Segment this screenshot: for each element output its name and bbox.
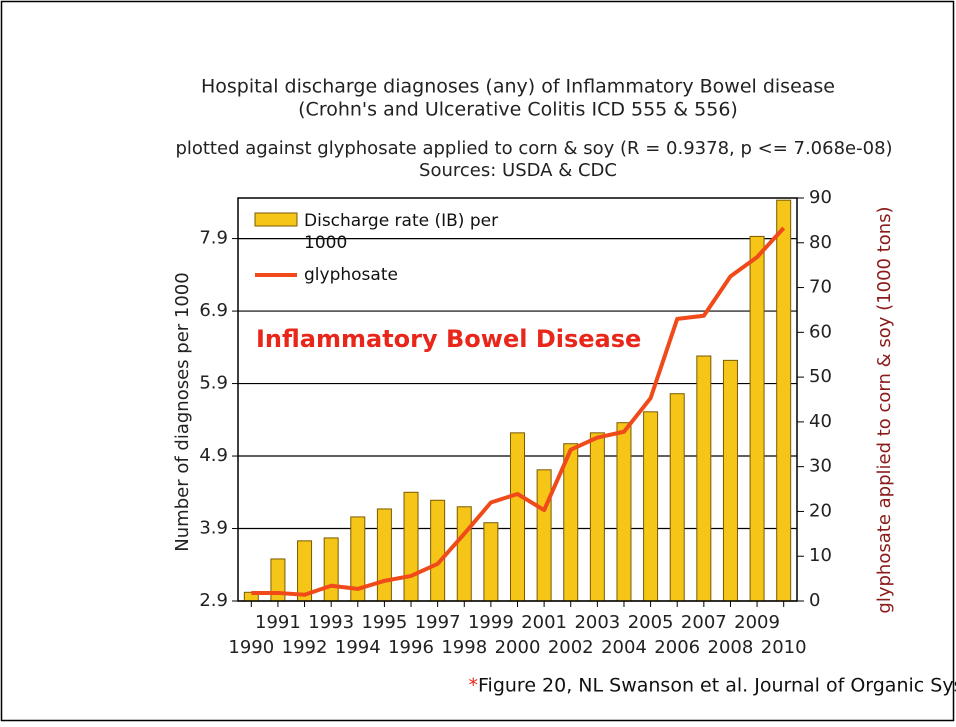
y-tick-label: 6.9 xyxy=(199,300,228,321)
x-tick-label: 2002 xyxy=(548,637,594,658)
x-tick-label: 2006 xyxy=(654,637,700,658)
bar xyxy=(616,422,632,602)
x-tick-label: 1995 xyxy=(361,612,407,633)
bar xyxy=(456,506,472,602)
bar xyxy=(430,499,446,602)
x-tick-label: 1997 xyxy=(415,612,461,633)
bar xyxy=(323,537,339,602)
y-tick-label: 5.9 xyxy=(199,373,228,394)
y2-tick-label: 80 xyxy=(809,232,832,253)
y-tick-label: 4.9 xyxy=(199,445,228,466)
y-axis-label: Number of diagnoses per 1000 xyxy=(172,272,193,551)
y2-tick-label: 60 xyxy=(809,321,832,342)
x-tick-label: 1996 xyxy=(388,637,434,658)
x-tick-label: 2005 xyxy=(628,612,674,633)
y-tick-label: 7.9 xyxy=(199,228,228,249)
y2-tick-label: 10 xyxy=(809,545,832,566)
x-tick-label: 1990 xyxy=(228,637,274,658)
x-tick-label: 1994 xyxy=(335,637,381,658)
y2-tick-label: 70 xyxy=(809,277,832,298)
annotation: Inflammatory Bowel Disease xyxy=(256,325,641,353)
x-tick-label: 1993 xyxy=(308,612,354,633)
x-tick-label: 2000 xyxy=(495,637,541,658)
y2-axis-label: glyphosate applied to corn & soy (1000 t… xyxy=(874,206,895,613)
bar xyxy=(749,235,765,602)
x-tick-label: 1991 xyxy=(255,612,301,633)
bar xyxy=(776,199,792,602)
legend-label: glyphosate xyxy=(304,265,398,285)
bar xyxy=(536,469,552,602)
bar xyxy=(669,393,685,602)
line xyxy=(251,226,786,597)
legend-swatch xyxy=(254,212,298,227)
bar xyxy=(403,491,419,602)
x-tick-label: 2001 xyxy=(521,612,567,633)
bar xyxy=(643,411,659,602)
x-tick-label: 2007 xyxy=(681,612,727,633)
y2-tick-label: 40 xyxy=(809,411,832,432)
chart-subtitle: plotted against glyphosate applied to co… xyxy=(175,138,892,159)
x-tick-label: 2010 xyxy=(761,637,807,658)
y2-tick-label: 30 xyxy=(809,456,832,477)
plot-frame xyxy=(237,197,798,602)
y2-tick-label: 90 xyxy=(809,187,832,208)
y2-tick-label: 20 xyxy=(809,500,832,521)
y2-tick-label: 50 xyxy=(809,366,832,387)
x-tick-label: 2004 xyxy=(601,637,647,658)
chart-title: (Crohn's and Ulcerative Colitis ICD 555 … xyxy=(298,99,738,121)
bar xyxy=(563,443,579,602)
y-tick-label: 2.9 xyxy=(199,590,228,611)
legend-label: Discharge rate (IB) per 1000 xyxy=(304,211,499,253)
x-tick-label: 1999 xyxy=(468,612,514,633)
x-tick-label: 1992 xyxy=(282,637,328,658)
footnote-marker: * xyxy=(469,675,479,697)
bar xyxy=(696,355,712,602)
chart-subtitle: Sources: USDA & CDC xyxy=(419,160,617,181)
bar xyxy=(722,359,738,602)
bar xyxy=(483,522,499,602)
chart-title: Hospital discharge diagnoses (any) of In… xyxy=(201,76,835,98)
x-tick-label: 2008 xyxy=(708,637,754,658)
footnote: Figure 20, NL Swanson et al. Journal of … xyxy=(478,675,956,697)
x-tick-label: 1998 xyxy=(441,637,487,658)
x-tick-label: 2003 xyxy=(574,612,620,633)
bar xyxy=(589,432,605,602)
bar xyxy=(510,432,525,602)
bar xyxy=(376,508,392,602)
y2-tick-label: 0 xyxy=(809,590,820,611)
y-tick-label: 3.9 xyxy=(199,518,228,539)
x-tick-label: 2009 xyxy=(734,612,780,633)
